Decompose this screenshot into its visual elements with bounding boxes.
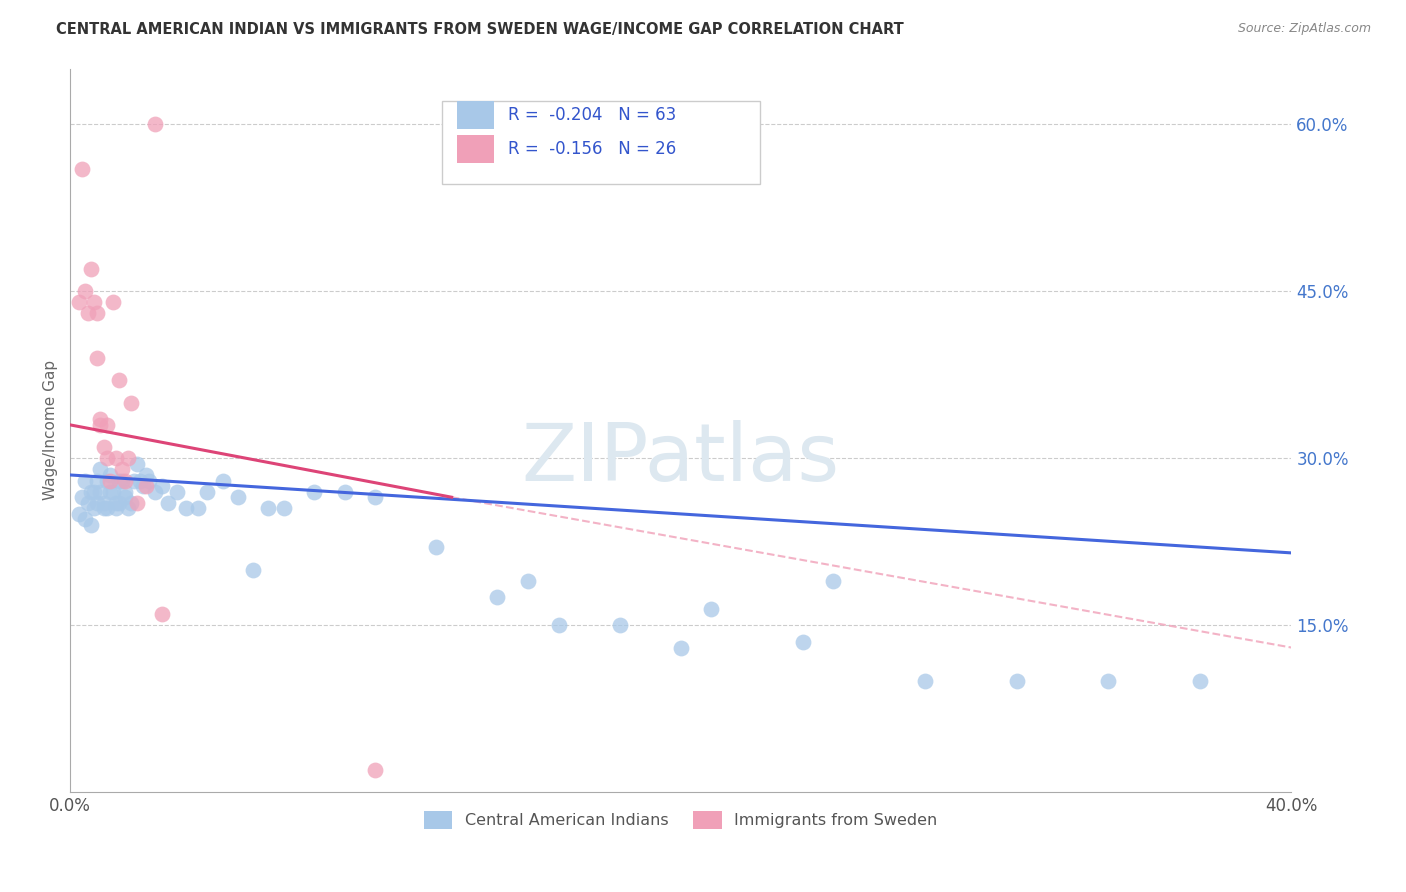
Point [86, 351, 108, 365]
Bar [457, 135, 494, 162]
Point [101, 484, 124, 499]
Point [914, 673, 936, 688]
Text: R =  -0.156   N = 26: R = -0.156 N = 26 [509, 140, 676, 158]
Point [70, 490, 93, 504]
Point [364, 763, 387, 777]
Point [111, 462, 134, 476]
Point [156, 496, 179, 510]
Point [273, 501, 295, 516]
Point [127, 496, 149, 510]
Point [302, 484, 325, 499]
Point [104, 501, 127, 516]
Point [93, 496, 115, 510]
Point [517, 574, 540, 588]
Point [86, 474, 108, 488]
Point [122, 474, 145, 488]
Point [75, 284, 97, 298]
Point [104, 451, 127, 466]
Point [120, 395, 142, 409]
Point [135, 467, 157, 482]
Point [242, 563, 264, 577]
Bar [457, 101, 494, 128]
Point [135, 479, 157, 493]
Point [127, 457, 149, 471]
Point [89, 412, 111, 426]
Point [132, 479, 155, 493]
Point [75, 474, 97, 488]
Point [83, 484, 105, 499]
Point [96, 417, 118, 432]
Point [83, 501, 105, 516]
Legend: Central American Indians, Immigrants from Sweden: Central American Indians, Immigrants fro… [418, 805, 943, 835]
Point [67, 295, 90, 310]
Point [1188, 673, 1211, 688]
Point [107, 373, 129, 387]
Point [1097, 673, 1119, 688]
Point [89, 462, 111, 476]
Point [114, 484, 136, 499]
Text: R =  -0.204   N = 63: R = -0.204 N = 63 [509, 106, 676, 124]
Text: ZIPatlas: ZIPatlas [522, 420, 839, 499]
Point [107, 474, 129, 488]
Point [96, 501, 118, 516]
Point [77, 306, 100, 320]
Point [609, 618, 631, 632]
Point [77, 496, 100, 510]
Point [80, 518, 103, 533]
Point [89, 417, 111, 432]
Point [111, 474, 134, 488]
Point [117, 451, 139, 466]
Point [70, 161, 93, 176]
Point [89, 484, 111, 499]
Point [150, 607, 173, 622]
Point [117, 501, 139, 516]
Point [486, 591, 509, 605]
Point [98, 484, 121, 499]
Point [80, 484, 103, 499]
Point [101, 295, 124, 310]
Point [129, 474, 152, 488]
Point [823, 574, 845, 588]
Text: CENTRAL AMERICAN INDIAN VS IMMIGRANTS FROM SWEDEN WAGE/INCOME GAP CORRELATION CH: CENTRAL AMERICAN INDIAN VS IMMIGRANTS FR… [56, 22, 904, 37]
Point [166, 484, 188, 499]
Point [98, 474, 121, 488]
Point [425, 541, 447, 555]
Point [333, 484, 356, 499]
Point [174, 501, 197, 516]
Point [138, 474, 160, 488]
Point [257, 501, 280, 516]
Point [195, 484, 218, 499]
Point [67, 507, 90, 521]
Point [364, 490, 387, 504]
Point [83, 295, 105, 310]
Point [792, 635, 814, 649]
Point [104, 496, 127, 510]
Point [75, 512, 97, 526]
Point [226, 490, 249, 504]
Point [150, 479, 173, 493]
Point [120, 496, 142, 510]
Point [96, 474, 118, 488]
Y-axis label: Wage/Income Gap: Wage/Income Gap [44, 360, 58, 500]
Point [700, 601, 723, 615]
Point [547, 618, 569, 632]
Point [669, 640, 692, 655]
Point [211, 474, 233, 488]
Point [98, 467, 121, 482]
FancyBboxPatch shape [443, 101, 761, 185]
Point [96, 451, 118, 466]
Point [114, 474, 136, 488]
Point [1005, 673, 1028, 688]
Point [93, 440, 115, 454]
Point [93, 501, 115, 516]
Point [86, 496, 108, 510]
Text: Source: ZipAtlas.com: Source: ZipAtlas.com [1237, 22, 1371, 36]
Point [86, 306, 108, 320]
Point [114, 490, 136, 504]
Point [80, 262, 103, 277]
Point [107, 496, 129, 510]
Point [145, 484, 167, 499]
Point [145, 117, 167, 131]
Point [187, 501, 209, 516]
